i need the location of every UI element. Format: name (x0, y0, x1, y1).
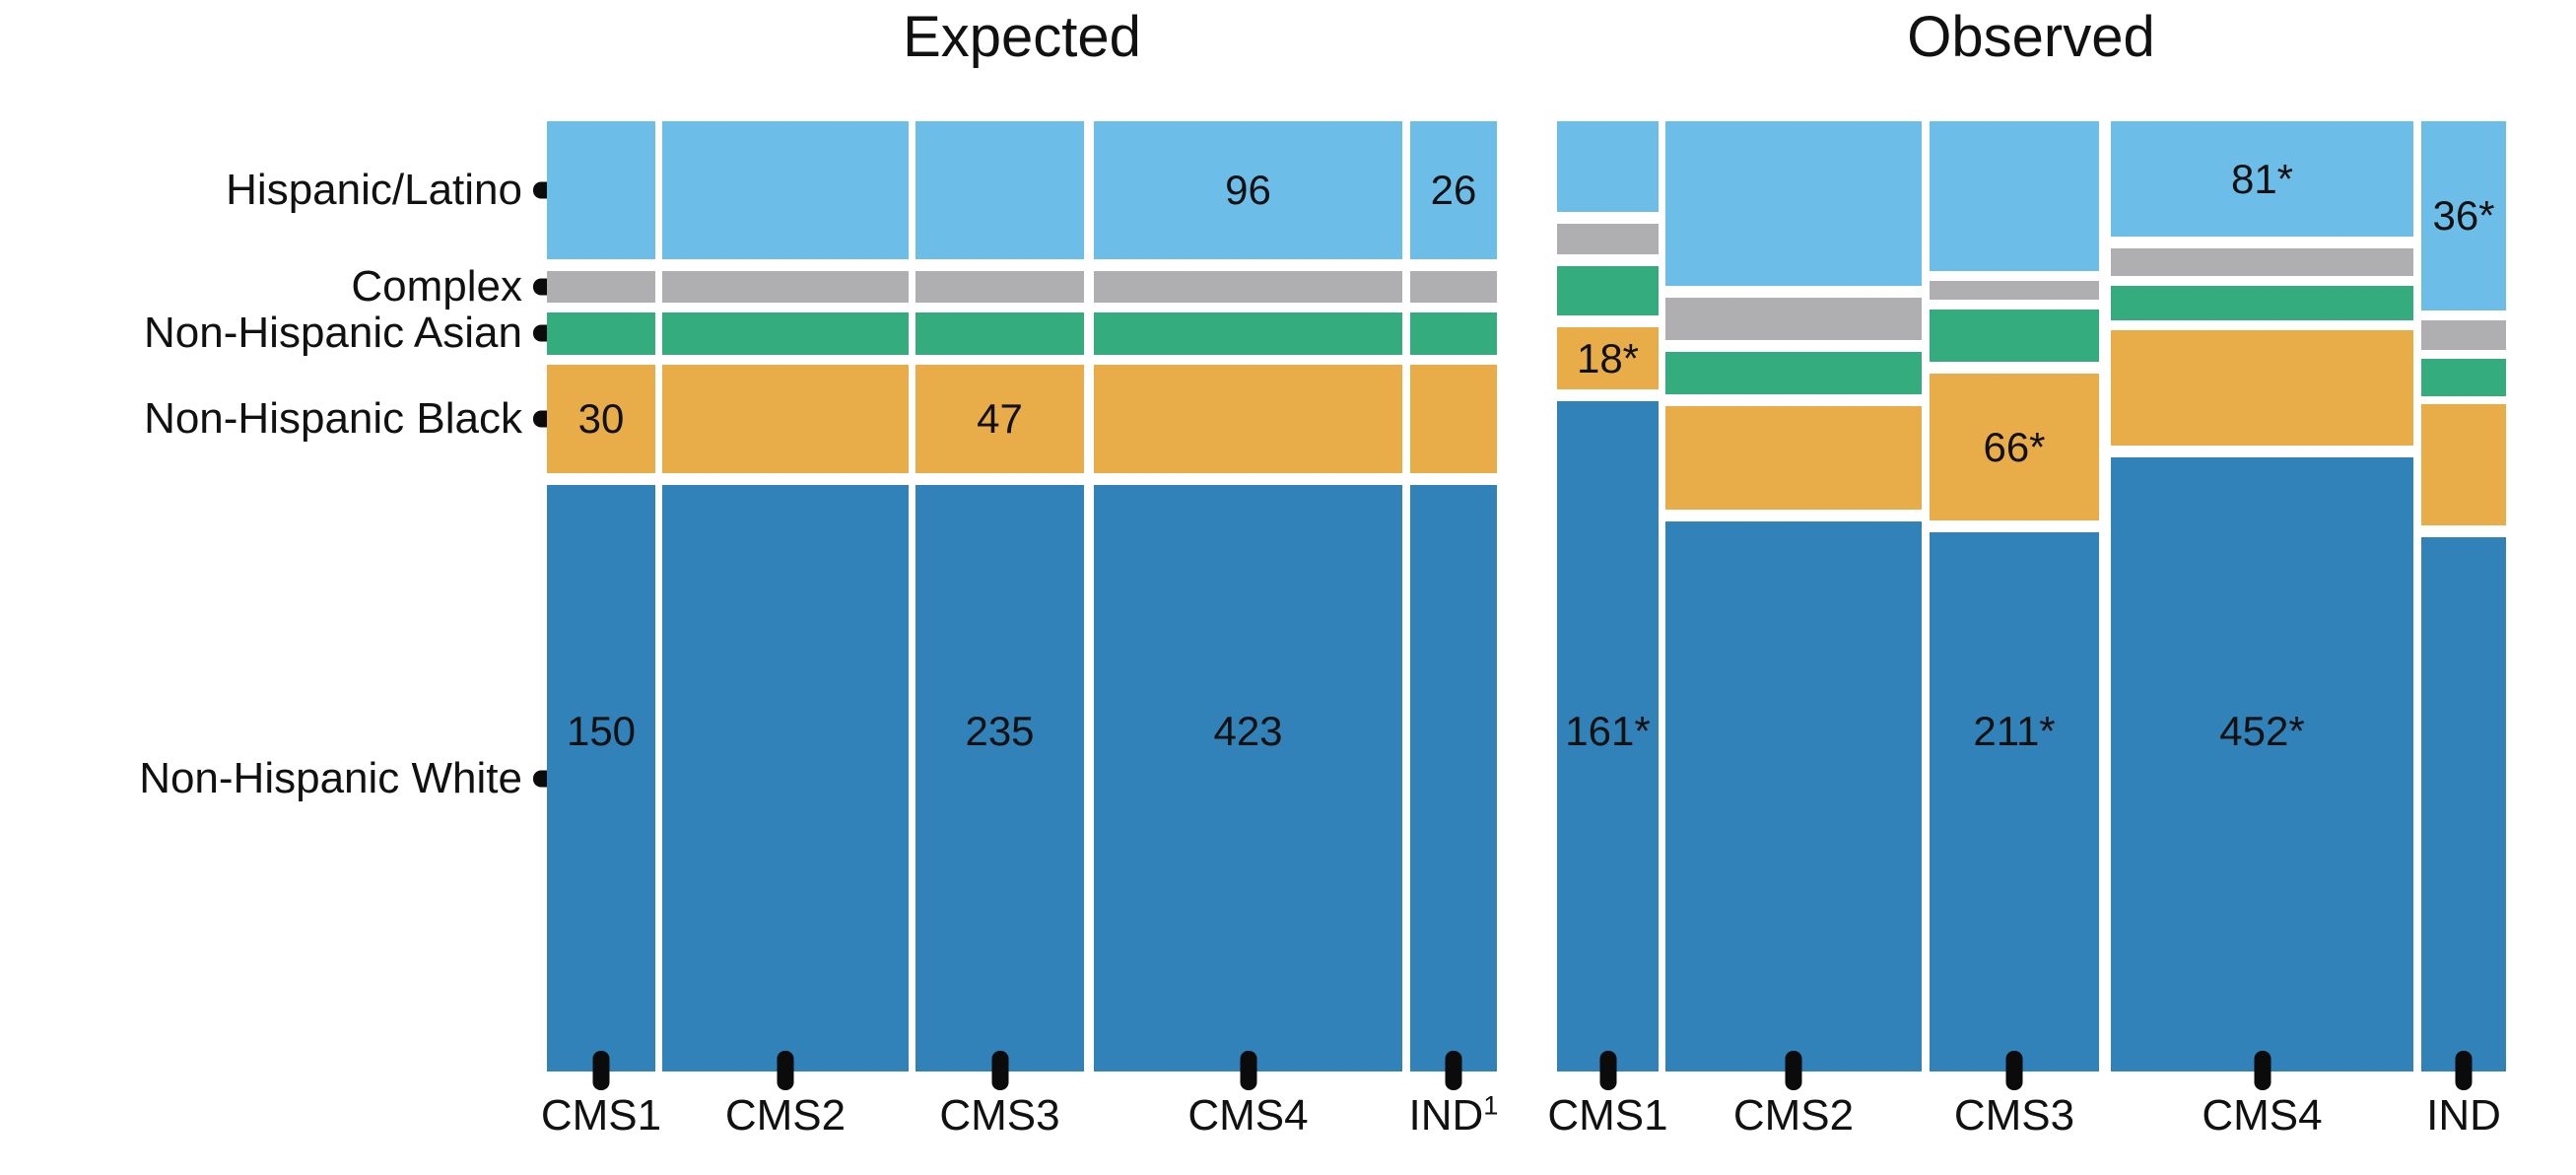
segment-observed-cms2-non-hispanic-asian (1665, 352, 1922, 394)
segment-expected-cms4-complex (1094, 271, 1402, 303)
segment-expected-cms4-non-hispanic-black (1094, 365, 1402, 473)
segment-expected-cms3-hispanic-latino (915, 121, 1084, 259)
x-tick-observed-ind (2455, 1051, 2473, 1090)
x-label-observed-cms4: CMS4 (2202, 1091, 2323, 1140)
segment-observed-cms1-complex (1557, 224, 1659, 254)
segment-expected-cms4-hispanic-latino (1094, 121, 1402, 259)
x-tick-observed-cms2 (1785, 1051, 1802, 1090)
segment-observed-cms4-non-hispanic-asian (2111, 286, 2413, 320)
segment-expected-cms2-non-hispanic-asian (662, 312, 909, 355)
value-label-expected-ind-hispanic-latino: 26 (1430, 167, 1477, 213)
segment-observed-ind-complex (2421, 320, 2506, 350)
value-label-observed-cms1-non-hispanic-white: 161* (1565, 708, 1651, 754)
value-label-expected-cms3-non-hispanic-black: 47 (977, 395, 1023, 442)
x-tick-observed-cms3 (2005, 1051, 2023, 1090)
segment-observed-cms1-non-hispanic-asian (1557, 266, 1659, 315)
segment-observed-ind-non-hispanic-white (2421, 537, 2506, 1071)
segment-observed-cms1-hispanic-latino (1557, 121, 1659, 212)
segment-expected-ind-hispanic-latino (1410, 121, 1497, 259)
value-label-observed-cms3-non-hispanic-black: 66* (1983, 423, 2046, 470)
value-label-expected-cms3-non-hispanic-white: 235 (965, 708, 1035, 754)
row-label-complex: Complex (351, 262, 522, 311)
x-label-superscript-expected-ind: 1 (1483, 1089, 1499, 1121)
segment-observed-cms4-complex (2111, 248, 2413, 276)
segment-expected-cms3-non-hispanic-white (915, 485, 1084, 1071)
segment-observed-cms2-hispanic-latino (1665, 121, 1922, 286)
value-label-expected-cms1-non-hispanic-black: 30 (577, 395, 625, 442)
segment-expected-cms1-complex (547, 271, 655, 303)
segment-expected-cms4-non-hispanic-white (1094, 485, 1402, 1071)
segment-observed-cms3-complex (1930, 281, 2099, 300)
segment-expected-ind-non-hispanic-black (1410, 365, 1497, 473)
segment-expected-cms1-non-hispanic-white (547, 485, 655, 1071)
segment-expected-cms1-hispanic-latino (547, 121, 655, 259)
segment-observed-ind-non-hispanic-asian (2421, 359, 2506, 396)
x-label-expected-cms4: CMS4 (1187, 1091, 1309, 1140)
segment-expected-cms2-non-hispanic-black (662, 365, 909, 473)
segment-expected-ind-complex (1410, 271, 1497, 303)
segment-expected-ind-non-hispanic-white (1410, 485, 1497, 1071)
panel-title-observed: Observed (1907, 5, 2155, 69)
value-label-observed-cms4-non-hispanic-white: 452* (2219, 708, 2305, 754)
row-label-hispanic-latino: Hispanic/Latino (226, 166, 522, 214)
segment-observed-cms2-complex (1665, 298, 1922, 340)
x-tick-expected-cms1 (592, 1051, 610, 1090)
segment-expected-cms3-non-hispanic-asian (915, 312, 1084, 355)
segment-observed-cms4-non-hispanic-black (2111, 330, 2413, 446)
segment-observed-cms3-non-hispanic-asian (1930, 310, 2099, 362)
segment-expected-cms3-non-hispanic-black (915, 365, 1084, 473)
segment-observed-cms3-hispanic-latino (1930, 121, 2099, 271)
segment-observed-cms2-non-hispanic-black (1665, 406, 1922, 510)
segment-observed-cms4-non-hispanic-white (2111, 457, 2413, 1071)
x-tick-expected-cms2 (777, 1051, 794, 1090)
row-label-non-hispanic-white: Non-Hispanic White (139, 754, 522, 802)
value-label-observed-cms3-non-hispanic-white: 211* (1973, 708, 2056, 754)
x-label-observed-cms3: CMS3 (1953, 1091, 2075, 1140)
segment-observed-cms4-hispanic-latino (2111, 121, 2413, 237)
panel-title-expected: Expected (903, 5, 1141, 69)
value-label-observed-cms1-non-hispanic-black: 18* (1576, 334, 1640, 381)
segment-expected-cms3-complex (915, 271, 1084, 303)
segment-expected-cms1-non-hispanic-black (547, 365, 655, 473)
x-label-expected-ind: IND1 (1408, 1089, 1499, 1140)
value-label-observed-cms4-hispanic-latino: 81* (2230, 155, 2294, 202)
x-label-observed-cms1: CMS1 (1547, 1091, 1668, 1140)
segment-expected-cms4-non-hispanic-asian (1094, 312, 1402, 355)
x-label-expected-cms3: CMS3 (939, 1091, 1060, 1140)
segment-expected-cms2-non-hispanic-white (662, 485, 909, 1071)
segment-expected-ind-non-hispanic-asian (1410, 312, 1497, 355)
segment-observed-cms1-non-hispanic-black (1557, 327, 1659, 389)
segment-expected-cms1-non-hispanic-asian (547, 312, 655, 355)
x-label-expected-cms1: CMS1 (540, 1091, 662, 1140)
segment-observed-cms3-non-hispanic-black (1930, 374, 2099, 520)
x-tick-expected-cms3 (991, 1051, 1008, 1090)
x-label-observed-cms2: CMS2 (1732, 1091, 1855, 1140)
value-label-expected-cms4-non-hispanic-white: 423 (1213, 708, 1283, 754)
segment-expected-cms2-complex (662, 271, 909, 303)
segment-expected-cms2-hispanic-latino (662, 121, 909, 259)
x-label-expected-cms2: CMS2 (724, 1091, 847, 1140)
value-label-expected-cms1-non-hispanic-white: 150 (566, 708, 637, 754)
segment-observed-cms3-non-hispanic-white (1930, 532, 2099, 1071)
segment-observed-cms1-non-hispanic-white (1557, 401, 1659, 1071)
row-label-non-hispanic-black: Non-Hispanic Black (144, 394, 522, 443)
x-label-observed-ind: IND (2426, 1091, 2501, 1140)
x-tick-observed-cms1 (1599, 1051, 1616, 1090)
row-label-non-hispanic-asian: Non-Hispanic Asian (144, 309, 522, 357)
segment-observed-ind-non-hispanic-black (2421, 404, 2506, 525)
x-tick-expected-cms4 (1240, 1051, 1256, 1090)
value-label-expected-cms4-hispanic-latino: 96 (1225, 167, 1271, 213)
x-tick-observed-cms4 (2254, 1051, 2271, 1090)
segment-observed-ind-hispanic-latino (2421, 121, 2506, 311)
segment-observed-cms2-non-hispanic-white (1665, 521, 1922, 1071)
value-label-observed-ind-hispanic-latino: 36* (2432, 192, 2495, 239)
x-tick-expected-ind (1445, 1051, 1462, 1090)
